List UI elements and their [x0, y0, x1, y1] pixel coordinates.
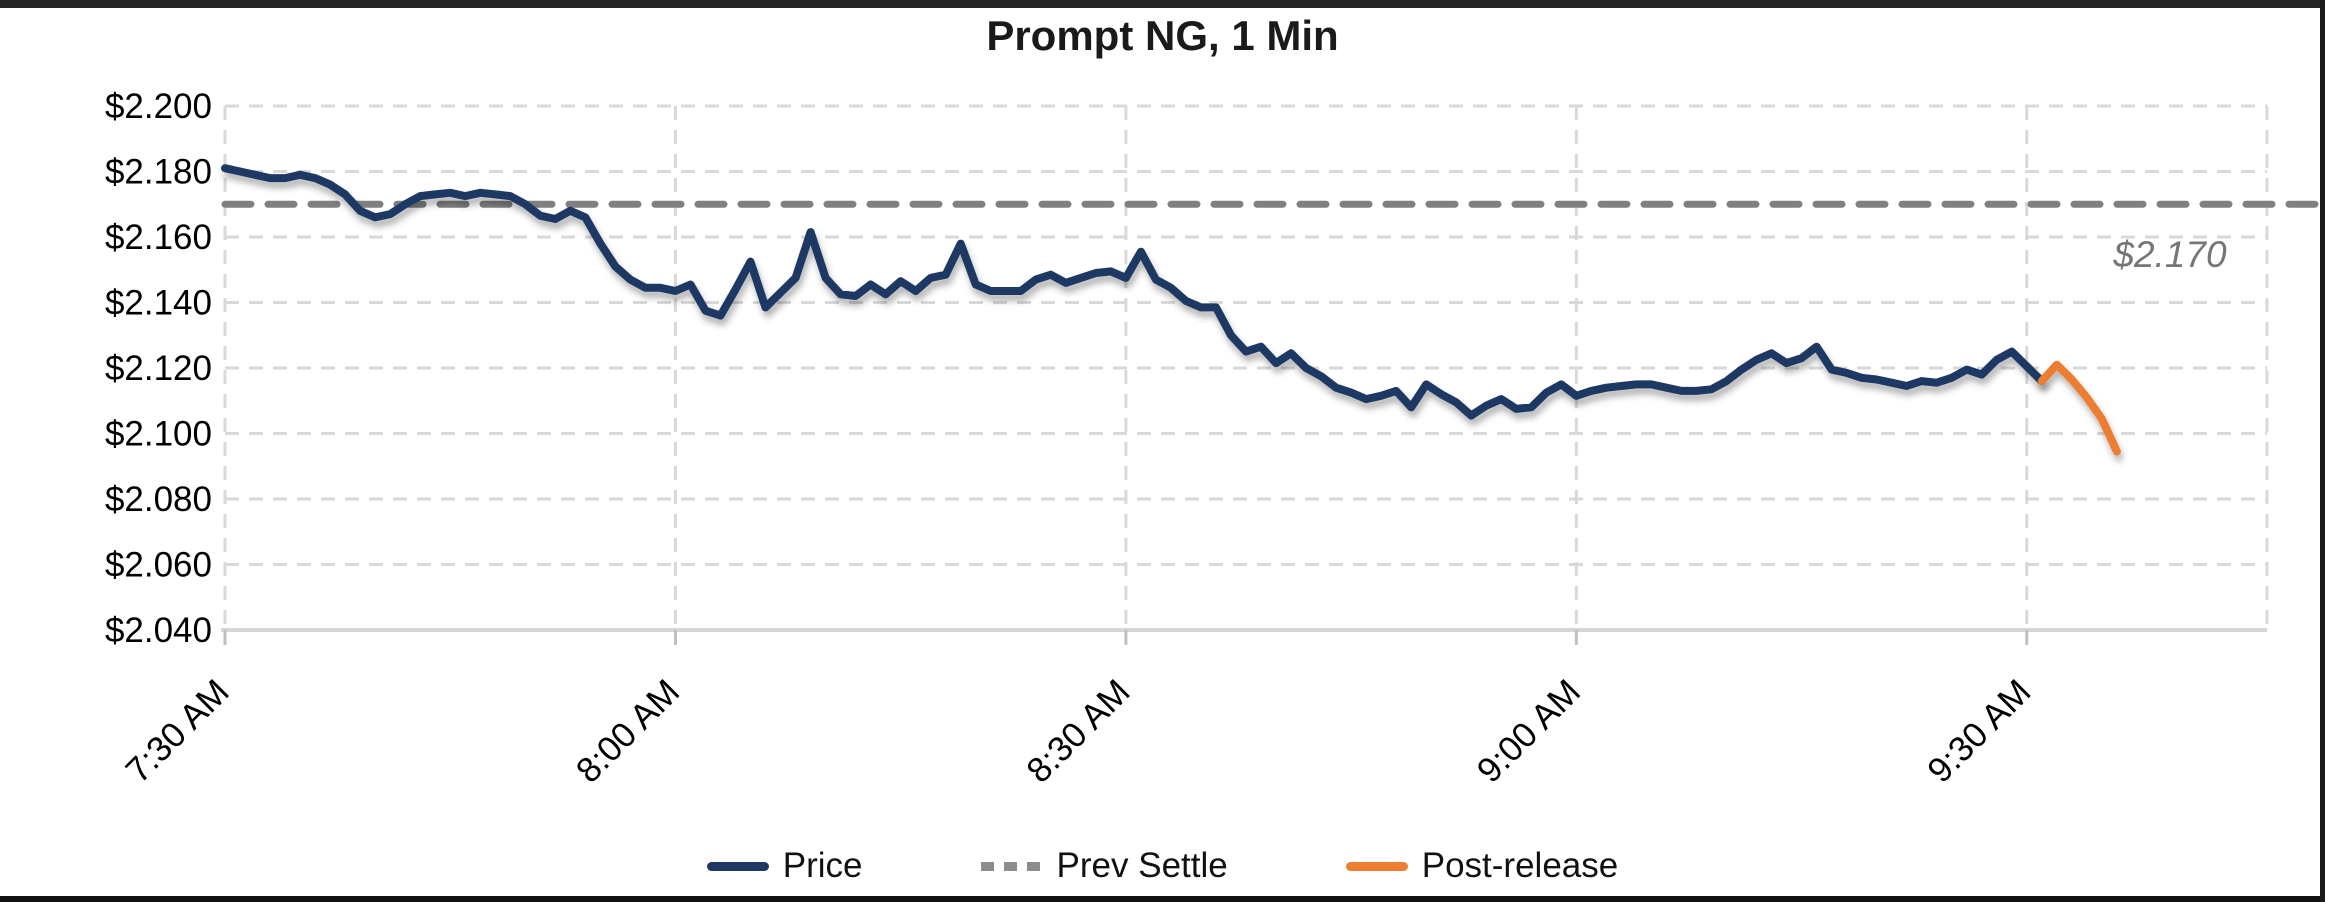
price-line — [221, 164, 2046, 420]
y-axis-label: $2.140 — [105, 284, 212, 323]
legend-label-prev-settle: Prev Settle — [1056, 846, 1228, 885]
prev-settle-dashed-swatch-icon — [980, 861, 1043, 871]
chart-title: Prompt NG, 1 Min — [986, 12, 1339, 59]
x-axis-label: 8:30 AM — [1019, 672, 1137, 790]
window-bottom-edge — [0, 896, 2325, 902]
legend-item-price: Price — [706, 846, 863, 886]
legend-item-prev-settle: Prev Settle — [980, 846, 1228, 886]
window-top-edge — [0, 0, 2325, 8]
price-line-swatch-icon — [706, 861, 769, 871]
y-axis-label: $2.040 — [105, 611, 212, 650]
y-axis-label: $2.120 — [105, 349, 212, 388]
legend-label-post-release: Post-release — [1421, 846, 1619, 885]
x-axis-label: 9:30 AM — [1920, 672, 2038, 790]
post-release-line-swatch-icon — [1345, 861, 1408, 871]
x-axis-label: 7:30 AM — [118, 672, 236, 790]
y-axis-label: $2.080 — [105, 480, 212, 519]
window-right-edge — [2320, 0, 2325, 902]
x-axis-label: 9:00 AM — [1470, 672, 1588, 790]
post-release-line — [2037, 360, 2121, 456]
x-axis-label: 8:00 AM — [569, 672, 687, 790]
chart-legend: Price Prev Settle Post-release — [0, 846, 2325, 886]
y-axis-label: $2.060 — [105, 546, 212, 585]
y-axis-label: $2.180 — [105, 153, 212, 192]
y-axis-label: $2.100 — [105, 415, 212, 454]
legend-item-post-release: Post-release — [1345, 846, 1619, 886]
legend-label-price: Price — [782, 846, 863, 885]
y-axis-label: $2.200 — [105, 87, 212, 126]
y-axis-label: $2.160 — [105, 218, 212, 257]
prev-settle-value-label: $2.170 — [2113, 234, 2227, 275]
